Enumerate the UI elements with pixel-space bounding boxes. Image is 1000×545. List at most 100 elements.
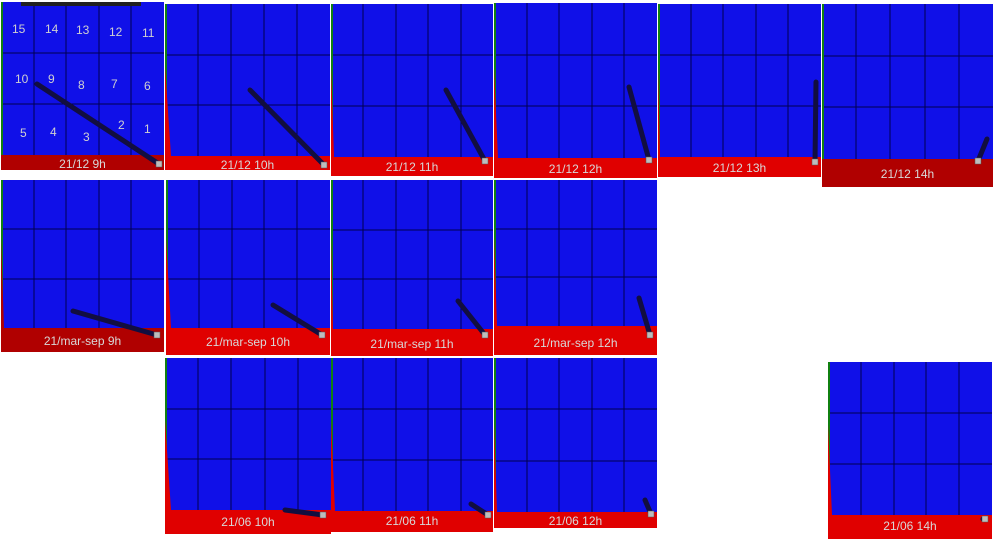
ground-area xyxy=(494,422,657,528)
shadow-bar xyxy=(70,308,160,338)
cell-number: 8 xyxy=(78,78,85,92)
panel-scene xyxy=(165,4,330,170)
panel-jun-12h: 21/06 12h xyxy=(494,358,657,528)
panel-dec-10h: 21/12 10h xyxy=(165,4,330,170)
panel-edge xyxy=(822,4,824,159)
cell-number: 3 xyxy=(83,130,90,144)
ground-area xyxy=(331,421,493,532)
shadow-bar xyxy=(455,298,488,338)
shadow-bar xyxy=(443,87,488,164)
marker-square xyxy=(318,331,326,339)
panel-mar-sep-10h: 21/mar-sep 10h xyxy=(166,180,330,355)
ground-area xyxy=(658,67,821,177)
marker-square xyxy=(319,511,327,519)
panel-label: 21/12 12h xyxy=(548,162,603,176)
cell-number: 14 xyxy=(45,22,59,36)
marker-square xyxy=(647,510,655,518)
panel-jun-10h: 21/06 10h xyxy=(165,358,331,534)
shadow-bar xyxy=(636,295,653,338)
panel-edge xyxy=(166,180,168,328)
cell-number: 9 xyxy=(48,72,55,86)
panel-label: 21/06 11h xyxy=(385,514,439,528)
ground-area xyxy=(828,425,992,539)
cell-number: 11 xyxy=(142,26,155,40)
panel-edge xyxy=(1,2,3,155)
cell-number: 1 xyxy=(144,122,151,136)
marker-square xyxy=(484,511,492,519)
panel-edge xyxy=(331,4,333,157)
ground-area xyxy=(165,66,330,170)
panel-scene xyxy=(494,3,657,178)
panel-edge xyxy=(828,362,830,515)
ground-area xyxy=(331,239,493,356)
marker-square xyxy=(646,331,654,339)
panel-dec-9h: 21/12 9h 15 14 13 12 11 10 9 8 7 6 5 4 3… xyxy=(1,2,164,170)
panel-scene xyxy=(331,358,493,532)
panel-edge xyxy=(1,180,3,328)
panel-scene xyxy=(494,358,657,528)
cell-number: 5 xyxy=(20,126,27,140)
ground-area xyxy=(494,236,657,355)
cell-number: 6 xyxy=(144,79,151,93)
marker-square xyxy=(320,161,328,169)
cell-number: 7 xyxy=(111,77,118,91)
panel-scene xyxy=(828,362,992,539)
shadow-bar xyxy=(34,81,162,167)
ground-area xyxy=(165,420,331,534)
panel-label: 21/12 10h xyxy=(220,158,275,170)
marker-square xyxy=(155,160,163,168)
ground-area xyxy=(1,238,164,352)
panel-dec-11h: 21/12 11h xyxy=(331,4,493,176)
panel-scene xyxy=(494,180,657,355)
ground-area xyxy=(822,69,993,187)
panel-edge xyxy=(165,358,167,510)
ground-area xyxy=(331,67,493,176)
top-strip xyxy=(21,2,141,6)
panel-dec-12h: 21/12 12h xyxy=(494,3,657,178)
panel-mar-sep-9h: 21/mar-sep 9h xyxy=(1,180,164,352)
panel-dec-14h: 21/12 14h xyxy=(822,4,993,187)
shadow-bar xyxy=(247,87,327,168)
shadow-bar xyxy=(812,79,819,165)
panel-mar-sep-12h: 21/mar-sep 12h xyxy=(494,180,657,355)
marker-square xyxy=(811,158,819,166)
cell-number: 13 xyxy=(76,23,90,37)
panel-edge xyxy=(494,3,496,158)
marker-square xyxy=(481,331,489,339)
panel-label: 21/12 11h xyxy=(385,160,439,174)
ground-area xyxy=(494,68,657,178)
cell-number: 10 xyxy=(15,72,29,86)
cell-number: 12 xyxy=(109,25,123,39)
marker-square xyxy=(481,157,489,165)
panel-edge xyxy=(331,180,333,329)
panel-scene xyxy=(1,180,164,352)
panel-label: 21/06 14h xyxy=(883,519,937,533)
cell-number: 15 xyxy=(12,22,26,36)
panel-scene xyxy=(658,4,821,177)
panel-label: 21/mar-sep 10h xyxy=(205,335,291,349)
panel-edge xyxy=(494,180,496,326)
panel-scene xyxy=(331,180,493,356)
panel-mar-sep-11h: 21/mar-sep 11h xyxy=(331,180,493,356)
marker-square xyxy=(981,515,989,523)
panel-scene xyxy=(331,4,493,176)
panel-dec-13h: 21/12 13h xyxy=(658,4,821,177)
marker-square xyxy=(974,157,982,165)
panel-label: 21/12 14h xyxy=(880,167,935,181)
cell-number: 4 xyxy=(50,125,57,139)
shadow-bar xyxy=(270,302,325,338)
panel-scene xyxy=(822,4,993,187)
panel-label: 21/06 12h xyxy=(548,514,603,528)
panel-label: 21/mar-sep 11h xyxy=(370,337,454,351)
panel-jun-14h: 21/06 14h xyxy=(828,362,992,539)
panel-jun-11h: 21/06 11h xyxy=(331,358,493,532)
panel-scene xyxy=(165,358,331,534)
marker-square xyxy=(645,156,653,164)
panel-label: 21/mar-sep 9h xyxy=(43,334,122,348)
shadow-bar xyxy=(626,84,652,163)
panel-label: 21/06 10h xyxy=(221,515,275,529)
shadow-bar xyxy=(282,507,326,518)
marker-square xyxy=(153,331,161,339)
panel-edge xyxy=(494,358,496,512)
panel-scene xyxy=(166,180,330,355)
